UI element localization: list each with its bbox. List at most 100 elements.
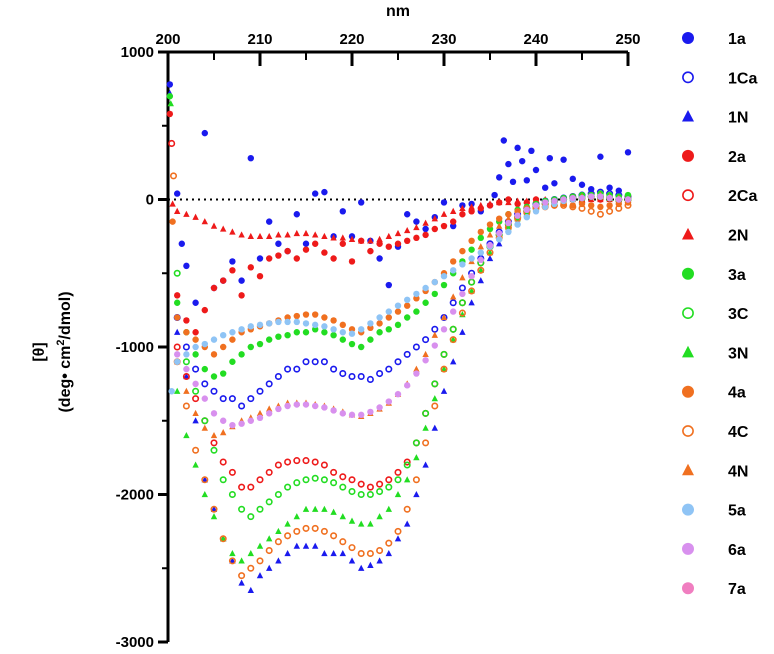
data-point [321,188,328,196]
data-point [505,224,512,231]
data-point [394,490,402,498]
data-point [284,332,291,339]
legend-marker [682,385,694,398]
data-point [266,405,273,412]
data-point [339,208,346,215]
y-units-suffix: /dmol) [57,291,74,339]
data-point [174,190,181,197]
data-point [219,458,227,466]
data-point [192,461,199,468]
data-point [367,324,374,332]
data-point [348,258,356,265]
data-point [519,157,526,165]
data-point [169,200,176,207]
data-point [247,586,254,594]
data-point [413,308,420,315]
data-point [302,457,310,465]
data-point [174,292,181,299]
data-point [505,198,512,206]
x-tick-label: 230 [431,31,456,48]
data-point [523,197,530,204]
data-point [597,203,604,211]
data-point [404,520,411,527]
data-point [413,454,420,461]
data-point [247,232,254,240]
data-point [210,513,218,520]
data-point [422,357,429,364]
data-point [514,221,521,228]
data-point [247,549,254,557]
legend-item-1a: 1a [682,31,746,48]
data-point [266,218,273,225]
data-point [376,370,384,378]
legend-item-6a: 6a [682,542,746,559]
data-point [174,387,181,394]
data-point [394,302,402,309]
x-tick-label: 200 [155,31,180,48]
data-point [256,387,264,395]
data-point [339,240,346,247]
data-point [302,358,310,366]
data-point [220,332,227,339]
data-point [229,267,236,274]
data-point [201,129,208,137]
data-point [357,480,365,488]
data-point [182,402,190,410]
data-point [220,277,227,284]
data-point [413,234,420,242]
data-point [302,229,310,237]
y-axis-title: [θ] (deg• cm2/dmol) [31,291,74,412]
data-point [404,296,411,303]
data-point [413,295,420,302]
data-point [238,277,245,284]
data-point [293,312,300,320]
legend-marker [682,32,694,44]
data-point [183,351,190,358]
data-point [192,329,199,336]
data-point [422,439,430,447]
legend-label: 2N [728,228,748,245]
data-point [403,505,411,513]
data-point [496,236,503,243]
legend-item-3N: 3N [682,345,748,362]
data-point [266,336,273,343]
data-point [256,255,264,262]
data-point [496,215,503,222]
data-point [376,557,383,564]
data-point [210,336,218,343]
data-point [450,336,457,343]
data-point [496,198,503,206]
data-point [302,476,310,484]
x-tick-label: 220 [339,31,364,48]
data-point [201,424,208,431]
data-point [394,229,402,237]
data-point [320,358,328,366]
data-point [293,401,300,408]
data-point [358,199,365,206]
data-point [468,237,475,244]
data-point [422,409,430,417]
data-point [220,417,227,424]
data-point [542,184,549,191]
data-point [238,572,246,580]
data-point [358,343,365,351]
data-point [514,144,521,152]
data-point [459,247,466,255]
data-point [440,365,448,372]
data-point [348,557,356,564]
data-point [266,410,273,417]
data-point [284,483,292,491]
data-point [367,320,374,327]
data-point [183,210,190,217]
data-point [312,190,319,197]
legend-item-3a: 3a [682,267,746,284]
data-point [293,457,301,465]
x-tick-label: 250 [615,31,640,48]
data-point [229,228,236,235]
data-point [366,483,374,491]
data-point [376,235,383,242]
data-point [468,287,475,294]
data-point [293,255,300,262]
data-point [532,166,540,174]
legend-marker [682,267,694,280]
